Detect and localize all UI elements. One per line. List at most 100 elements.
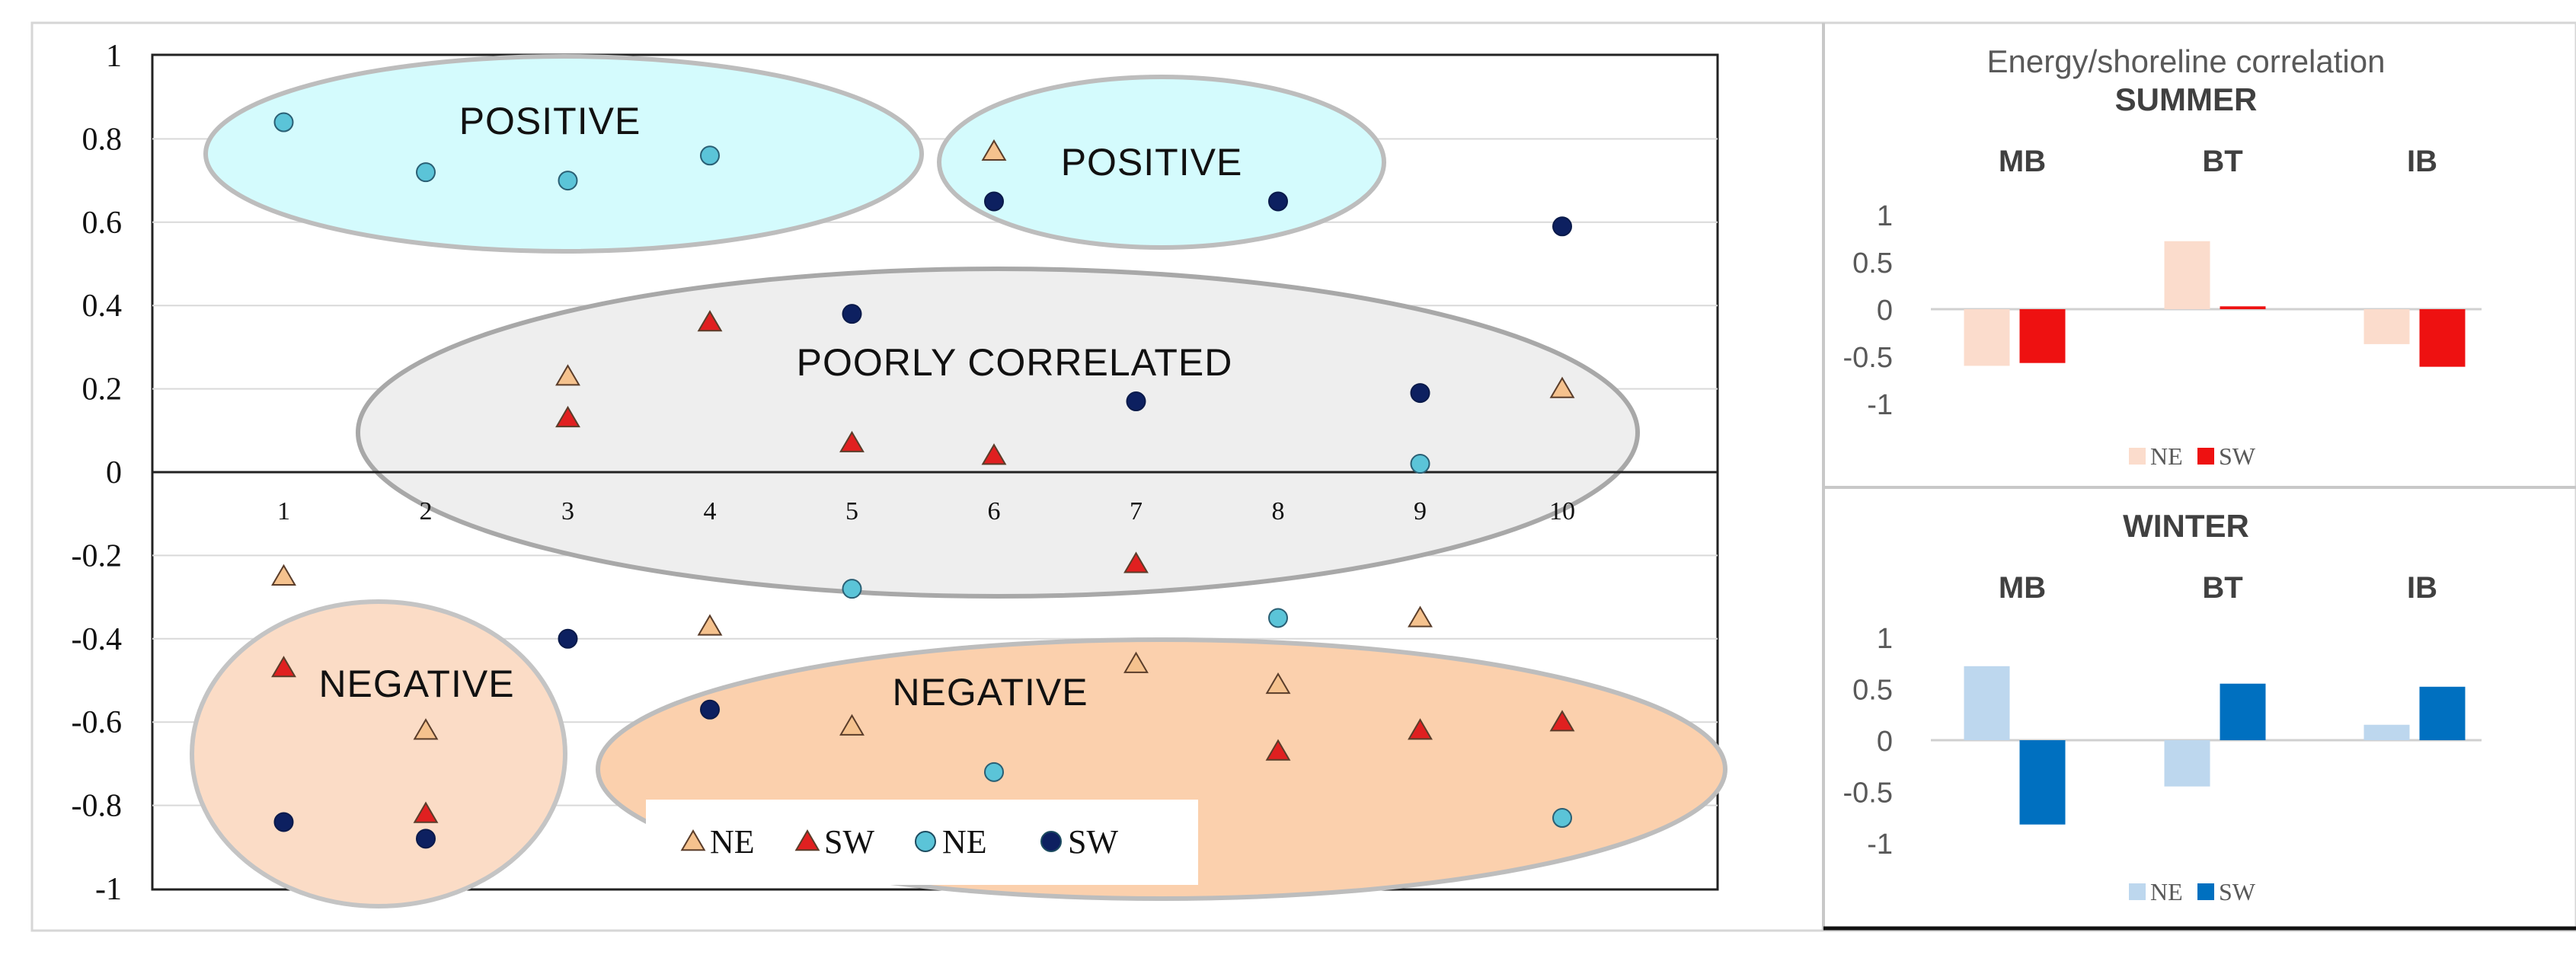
panel-subtitle: WINTER xyxy=(2123,508,2249,544)
legend-swatch-triangle xyxy=(680,829,706,851)
data-point-triangle xyxy=(1549,376,1575,398)
data-point-triangle xyxy=(1265,672,1291,695)
data-point-triangle xyxy=(1123,551,1149,573)
y-tick-label: -0.4 xyxy=(72,622,123,657)
data-point-triangle xyxy=(981,139,1007,161)
y-tick-label: -0.5 xyxy=(1843,778,1893,810)
data-point-triangle xyxy=(271,656,296,678)
x-tick-label: 3 xyxy=(561,497,574,525)
main-scatter-chart: 1 0.8 0.6 0.4 0.2 0 -0.2 -0.4 -0.6 -0.8 -1 1 2 3 4 5 6 7 8… xyxy=(72,39,1727,909)
region-label: POORLY CORRELATED xyxy=(797,341,1233,384)
data-point-triangle xyxy=(271,564,296,586)
y-tick-label: 0.5 xyxy=(1852,675,1893,707)
region-label: POSITIVE xyxy=(1061,141,1243,184)
legend: NE SW NE SW xyxy=(646,800,1198,885)
category-label: MB xyxy=(1999,571,2046,605)
x-tick-label: 2 xyxy=(420,497,433,525)
legend-label: SW xyxy=(2219,442,2256,470)
x-tick-label: 9 xyxy=(1414,497,1427,525)
data-point-triangle xyxy=(1408,718,1433,740)
winter-bar-chart: WINTER MB BT IB 1 0.5 0 -0.5 -1 NE SW xyxy=(1843,508,2482,905)
data-point-circle xyxy=(416,162,436,183)
data-point-triangle xyxy=(1265,739,1291,761)
legend-label: NE xyxy=(710,823,755,861)
data-point-circle xyxy=(1126,391,1146,412)
data-point-circle xyxy=(416,829,436,849)
data-point-circle xyxy=(1552,808,1572,829)
panel-title: Energy/shoreline correlation xyxy=(1987,43,2386,79)
legend-swatch xyxy=(2197,448,2214,465)
region-ellipse xyxy=(356,267,1640,599)
data-point-circle xyxy=(984,762,1004,782)
data-point-circle xyxy=(842,304,862,324)
data-point-triangle xyxy=(413,718,439,740)
x-tick-label: 4 xyxy=(704,497,717,525)
data-point-triangle xyxy=(1408,605,1433,627)
category-label: IB xyxy=(2407,571,2437,605)
data-point-triangle xyxy=(1123,651,1149,673)
x-tick-label: 8 xyxy=(1272,497,1285,525)
data-point-circle xyxy=(1268,608,1288,628)
data-point-circle xyxy=(558,628,578,649)
legend-label: SW xyxy=(2219,878,2256,905)
x-tick-label: 5 xyxy=(845,497,858,525)
y-tick-label: -0.5 xyxy=(1843,342,1893,374)
bar xyxy=(2019,309,2066,363)
bar xyxy=(1964,666,2010,740)
data-point-triangle xyxy=(555,364,580,386)
data-point-circle xyxy=(273,112,294,133)
region-label: NEGATIVE xyxy=(892,671,1088,714)
category-label: BT xyxy=(2202,571,2242,605)
data-point-circle xyxy=(700,145,720,166)
panel-subtitle: SUMMER xyxy=(2115,81,2258,117)
figure-outer-frame xyxy=(30,21,2576,932)
category-label: MB xyxy=(1999,145,2046,178)
x-tick-label: 7 xyxy=(1130,497,1143,525)
x-tick-label: 1 xyxy=(277,497,290,525)
data-point-circle xyxy=(558,171,578,191)
y-tick-label: -1 xyxy=(1867,829,1893,861)
data-point-circle xyxy=(1410,383,1430,404)
data-point-triangle xyxy=(839,714,865,736)
y-tick-label: 1 xyxy=(1877,200,1893,232)
data-point-triangle xyxy=(839,430,865,452)
bar xyxy=(2220,306,2266,309)
y-tick-label: 0 xyxy=(1877,726,1893,758)
data-point-circle xyxy=(1552,216,1572,237)
data-point-triangle xyxy=(697,614,723,636)
y-tick-label: 0 xyxy=(1877,295,1893,327)
bar xyxy=(2164,740,2210,787)
legend-swatch xyxy=(2129,448,2146,465)
legend-label: SW xyxy=(1068,823,1118,861)
legend-label: NE xyxy=(2150,442,2183,470)
data-point-circle xyxy=(273,812,294,832)
x-tick-label: 10 xyxy=(1549,497,1575,525)
data-point-triangle xyxy=(697,310,723,332)
legend-label: SW xyxy=(824,823,874,861)
legend-label: NE xyxy=(942,823,987,861)
y-tick-label: -0.8 xyxy=(72,789,123,824)
data-point-circle xyxy=(842,579,862,599)
y-tick-label: 0.6 xyxy=(82,206,123,241)
legend-swatch xyxy=(2129,883,2146,900)
data-point-triangle xyxy=(1549,710,1575,732)
y-tick-label: 0 xyxy=(106,455,122,490)
data-point-circle xyxy=(1268,191,1288,212)
bar xyxy=(2164,241,2210,309)
legend-swatch-circle xyxy=(1040,831,1062,852)
region-ellipse xyxy=(190,599,567,909)
data-point-triangle xyxy=(981,443,1007,465)
legend-swatch-triangle xyxy=(794,829,820,851)
data-point-circle xyxy=(984,191,1004,212)
bar xyxy=(2220,683,2266,740)
y-tick-label: 0.5 xyxy=(1852,247,1893,279)
bar xyxy=(2419,686,2466,740)
y-tick-label: -0.6 xyxy=(72,705,123,740)
data-point-triangle xyxy=(555,405,580,428)
bar xyxy=(2363,309,2410,344)
legend-swatch-circle xyxy=(915,831,936,852)
legend-swatch xyxy=(2197,883,2214,900)
data-point-circle xyxy=(700,699,720,720)
